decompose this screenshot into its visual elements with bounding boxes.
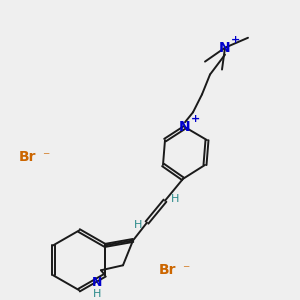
Text: N: N — [92, 276, 102, 289]
Text: H: H — [93, 289, 101, 299]
Text: H: H — [171, 194, 179, 204]
Text: Br: Br — [19, 150, 37, 164]
Text: N: N — [219, 41, 231, 55]
Text: H: H — [134, 220, 142, 230]
Text: +: + — [190, 114, 200, 124]
Text: ⁻: ⁻ — [182, 263, 190, 277]
Text: +: + — [230, 35, 240, 45]
Text: Br: Br — [159, 263, 177, 277]
Text: ⁻: ⁻ — [42, 150, 50, 164]
Text: N: N — [179, 120, 191, 134]
